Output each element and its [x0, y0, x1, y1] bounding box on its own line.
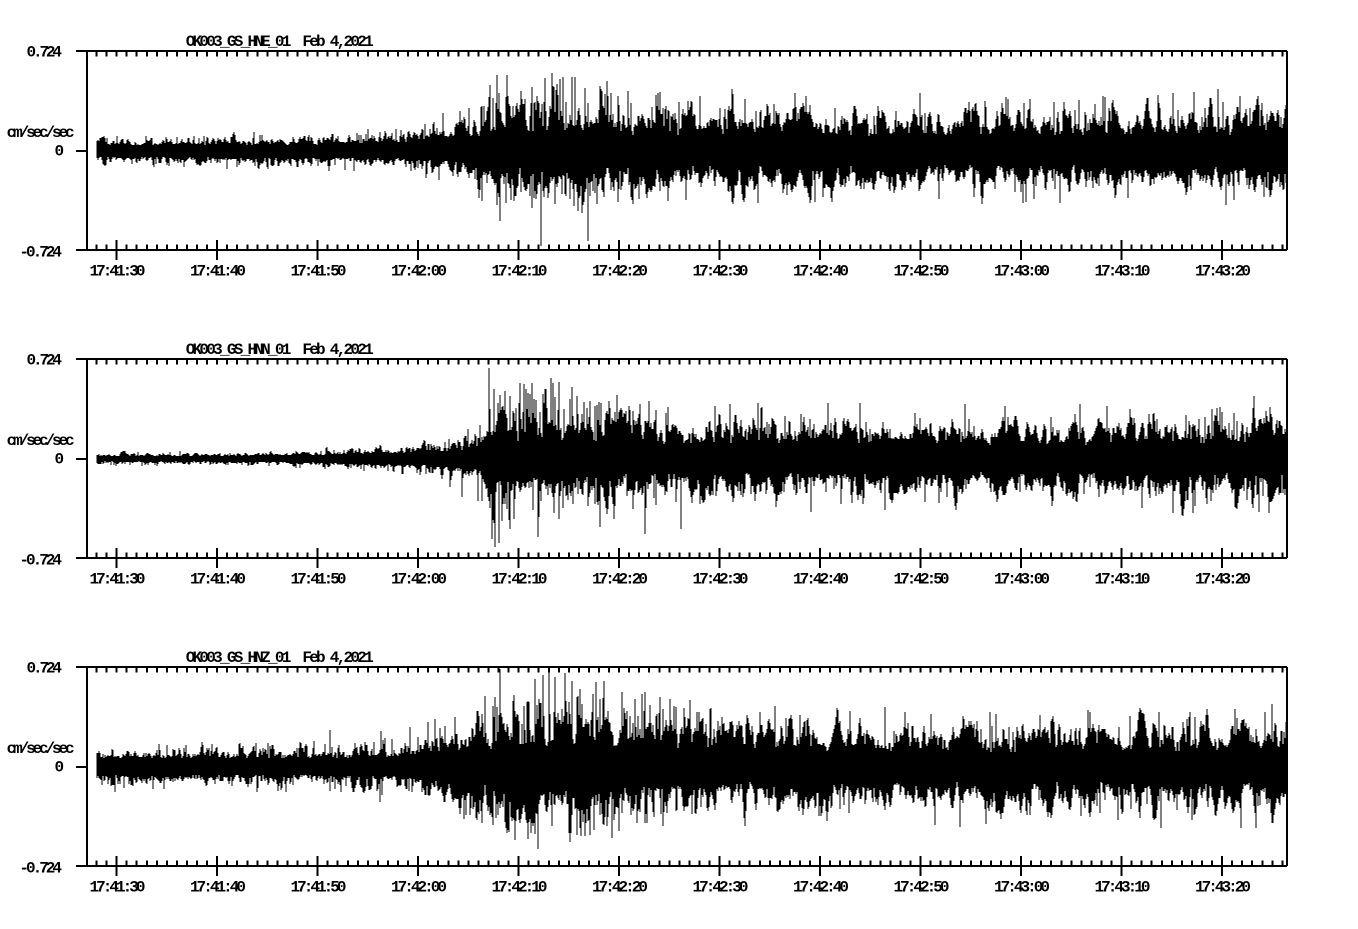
svg-text:17:43:20: 17:43:20: [1195, 879, 1251, 897]
svg-text:17:42:40: 17:42:40: [793, 571, 849, 589]
svg-text:17:41:40: 17:41:40: [190, 263, 246, 281]
svg-text:0.724: 0.724: [27, 659, 63, 677]
svg-text:17:42:30: 17:42:30: [693, 879, 749, 897]
svg-text:17:42:50: 17:42:50: [894, 263, 950, 281]
svg-text:17:43:20: 17:43:20: [1195, 263, 1251, 281]
svg-text:0: 0: [55, 759, 65, 777]
svg-text:17:41:30: 17:41:30: [90, 571, 146, 589]
svg-text:17:42:40: 17:42:40: [793, 263, 849, 281]
svg-text:17:42:00: 17:42:00: [391, 571, 447, 589]
svg-text:17:42:20: 17:42:20: [592, 879, 648, 897]
svg-text:17:42:50: 17:42:50: [894, 879, 950, 897]
svg-text:17:42:20: 17:42:20: [592, 571, 648, 589]
svg-text:17:41:40: 17:41:40: [190, 571, 246, 589]
svg-text:0: 0: [55, 143, 65, 161]
svg-text:17:41:30: 17:41:30: [90, 879, 146, 897]
svg-text:17:41:50: 17:41:50: [291, 263, 347, 281]
svg-text:17:41:50: 17:41:50: [291, 571, 347, 589]
svg-text:-0.724: -0.724: [19, 551, 62, 569]
svg-text:17:43:00: 17:43:00: [994, 571, 1050, 589]
svg-text:17:42:10: 17:42:10: [492, 571, 548, 589]
svg-text:cm/sec/sec: cm/sec/sec: [7, 124, 75, 142]
svg-text:17:42:20: 17:42:20: [592, 263, 648, 281]
svg-text:17:42:00: 17:42:00: [391, 879, 447, 897]
svg-text:17:43:10: 17:43:10: [1095, 571, 1151, 589]
svg-text:cm/sec/sec: cm/sec/sec: [7, 740, 75, 758]
svg-text:OK003_GS_HNE_01 Feb 4,2021: OK003_GS_HNE_01 Feb 4,2021: [186, 33, 374, 51]
svg-text:17:42:50: 17:42:50: [894, 571, 950, 589]
svg-text:-0.724: -0.724: [19, 243, 62, 261]
svg-text:17:43:00: 17:43:00: [994, 263, 1050, 281]
svg-text:OK003_GS_HNZ_01 Feb 4,2021: OK003_GS_HNZ_01 Feb 4,2021: [186, 649, 374, 667]
svg-text:cm/sec/sec: cm/sec/sec: [7, 432, 75, 450]
svg-text:17:42:30: 17:42:30: [693, 263, 749, 281]
svg-text:17:43:20: 17:43:20: [1195, 571, 1251, 589]
svg-text:17:43:10: 17:43:10: [1095, 879, 1151, 897]
svg-text:0.724: 0.724: [27, 351, 63, 369]
svg-text:0.724: 0.724: [27, 43, 63, 61]
svg-text:17:42:00: 17:42:00: [391, 263, 447, 281]
svg-text:17:42:10: 17:42:10: [492, 879, 548, 897]
svg-text:17:43:00: 17:43:00: [994, 879, 1050, 897]
svg-text:OK003_GS_HNN_01 Feb 4,2021: OK003_GS_HNN_01 Feb 4,2021: [186, 341, 374, 359]
svg-text:17:42:30: 17:42:30: [693, 571, 749, 589]
svg-text:17:41:30: 17:41:30: [90, 263, 146, 281]
svg-text:0: 0: [55, 451, 65, 469]
svg-text:17:43:10: 17:43:10: [1095, 263, 1151, 281]
svg-text:17:41:40: 17:41:40: [190, 879, 246, 897]
svg-text:17:41:50: 17:41:50: [291, 879, 347, 897]
svg-text:17:42:10: 17:42:10: [492, 263, 548, 281]
svg-text:-0.724: -0.724: [19, 859, 62, 877]
svg-text:17:42:40: 17:42:40: [793, 879, 849, 897]
